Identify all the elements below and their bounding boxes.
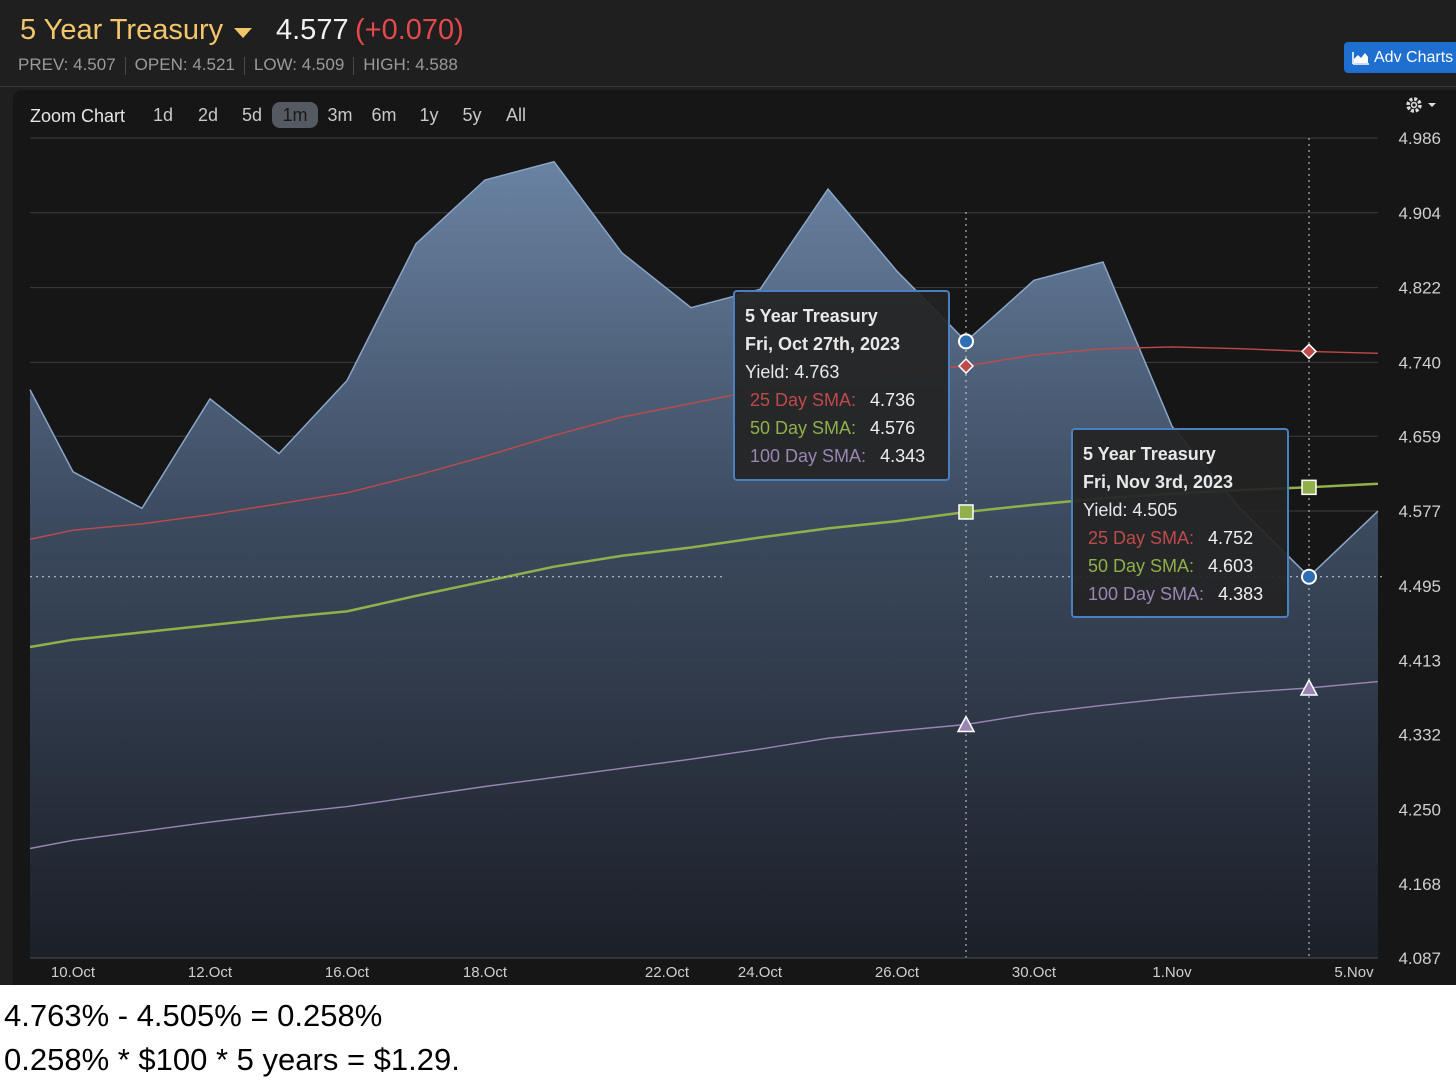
settings-gear-icon[interactable] bbox=[1404, 94, 1440, 116]
high-value: 4.588 bbox=[415, 55, 458, 74]
current-price: 4.577 bbox=[276, 14, 349, 46]
yield-marker bbox=[1301, 568, 1317, 585]
sma50-value: 4.603 bbox=[1208, 556, 1254, 576]
x-tick-label: 30.Oct bbox=[1012, 964, 1057, 981]
tooltip-nov-3: 5 Year Treasury Fri, Nov 3rd, 2023 Yield… bbox=[1071, 428, 1289, 618]
low-label: LOW: bbox=[253, 55, 297, 74]
sma25-marker bbox=[957, 357, 975, 375]
tooltip-title: 5 Year Treasury bbox=[1083, 444, 1216, 464]
area-chart-icon bbox=[1352, 52, 1369, 65]
sma100-marker bbox=[1299, 678, 1319, 696]
sma100-value: 4.383 bbox=[1218, 584, 1264, 604]
sma100-label: 100 Day SMA: bbox=[1088, 584, 1205, 604]
x-tick-label: 16.Oct bbox=[325, 964, 370, 981]
zoom-3m-button[interactable]: 3m bbox=[327, 105, 353, 125]
sma100-marker bbox=[956, 714, 976, 733]
chart-svg[interactable]: 10.Oct 12.Oct 16.Oct 18.Oct 22.Oct 24.Oct 26.O… bbox=[0, 0, 1456, 985]
zoom-1m-button[interactable]: 1m bbox=[272, 102, 318, 128]
tooltip-sma100-row: 100 Day SMA: 4.343 bbox=[745, 442, 938, 470]
y-tick-label: 4.413 bbox=[1398, 652, 1441, 671]
y-tick-label: 4.332 bbox=[1398, 726, 1441, 745]
y-tick-label: 4.659 bbox=[1398, 427, 1441, 446]
yield-line bbox=[29, 160, 1379, 578]
y-tick-label: 4.904 bbox=[1398, 204, 1441, 223]
y-tick-label: 4.986 bbox=[1398, 129, 1441, 148]
instrument-name[interactable]: 5 Year Treasury bbox=[20, 14, 224, 46]
tooltip-yield-row: Yield: 4.763 bbox=[745, 358, 938, 386]
y-tick-label: 4.087 bbox=[1398, 949, 1441, 968]
caption-line-2: 0.258% * $100 * 5 years = $1.29. bbox=[4, 1042, 460, 1077]
y-tick-label: 4.495 bbox=[1398, 577, 1441, 596]
x-tick-label: 5.Nov bbox=[1334, 964, 1374, 981]
zoom-1d-button[interactable]: 1d bbox=[152, 105, 174, 125]
yield-area bbox=[30, 161, 1378, 958]
sma50-label: 50 Day SMA: bbox=[750, 418, 857, 438]
yield-value: 4.505 bbox=[1132, 500, 1178, 520]
zoom-6m-button[interactable]: 6m bbox=[371, 105, 397, 125]
x-tick-label: 24.Oct bbox=[738, 964, 783, 981]
tooltip-title: 5 Year Treasury bbox=[745, 306, 878, 326]
high-label: HIGH: bbox=[363, 55, 411, 74]
tooltip-date: Fri, Oct 27th, 2023 bbox=[745, 334, 901, 354]
zoom-label: Zoom Chart bbox=[30, 106, 126, 126]
sma100-line bbox=[29, 680, 1379, 850]
quote-header: 5 Year Treasury 4.577 (+0.070) PREV: 4.5… bbox=[0, 0, 1456, 87]
sma25-marker bbox=[1300, 343, 1318, 360]
zoom-5y-button[interactable]: 5y bbox=[462, 105, 482, 125]
zoom-5d-button[interactable]: 5d bbox=[241, 105, 263, 125]
x-tick-label: 1.Nov bbox=[1152, 964, 1192, 981]
open-value: 4.521 bbox=[192, 55, 235, 74]
y-tick-label: 4.822 bbox=[1398, 279, 1441, 298]
zoom-2d-button[interactable]: 2d bbox=[197, 105, 219, 125]
adv-charts-label: Adv Charts bbox=[1374, 49, 1454, 66]
tooltip-sma25-row: 25 Day SMA: 4.736 bbox=[745, 386, 938, 414]
sma25-value: 4.736 bbox=[870, 390, 916, 410]
sma25-value: 4.752 bbox=[1208, 528, 1254, 548]
tooltip-yield-row: Yield: 4.505 bbox=[1083, 496, 1277, 524]
y-tick-label: 4.168 bbox=[1398, 875, 1441, 894]
sma100-value: 4.343 bbox=[880, 446, 926, 466]
x-tick-label: 12.Oct bbox=[188, 964, 233, 981]
quote-stats: PREV: 4.507 OPEN: 4.521 LOW: 4.509 HIGH: 4.… bbox=[18, 55, 458, 75]
sma50-marker bbox=[958, 504, 974, 520]
caption-line-1: 4.763% - 4.505% = 0.258% bbox=[4, 998, 383, 1033]
yield-marker bbox=[958, 333, 974, 350]
zoom-all-button[interactable]: All bbox=[505, 105, 526, 125]
tooltip-sma50-row: 50 Day SMA: 4.603 bbox=[1083, 552, 1277, 580]
sma100-label: 100 Day SMA: bbox=[750, 446, 867, 466]
yield-value: 4.763 bbox=[794, 362, 840, 382]
x-tick-label: 10.Oct bbox=[51, 964, 96, 981]
y-tick-label: 4.740 bbox=[1398, 353, 1441, 372]
instrument-dropdown-icon[interactable] bbox=[234, 28, 252, 38]
tooltip-sma25-row: 25 Day SMA: 4.752 bbox=[1083, 524, 1277, 552]
sma50-value: 4.576 bbox=[870, 418, 916, 438]
x-tick-label: 18.Oct bbox=[463, 964, 508, 981]
sma50-marker bbox=[1301, 479, 1317, 496]
y-tick-label: 4.250 bbox=[1398, 800, 1441, 819]
sma25-line bbox=[29, 346, 1379, 540]
y-tick-label: 4.577 bbox=[1398, 502, 1441, 521]
open-label: OPEN: bbox=[134, 55, 188, 74]
tooltip-oct-27: 5 Year Treasury Fri, Oct 27th, 2023 Yiel… bbox=[733, 290, 950, 481]
yield-label: Yield: bbox=[745, 362, 790, 382]
x-tick-label: 26.Oct bbox=[875, 964, 920, 981]
price-change: (+0.070) bbox=[355, 14, 464, 46]
calculation-caption: 4.763% - 4.505% = 0.258% 0.258% * $100 *… bbox=[4, 994, 460, 1082]
yield-label: Yield: bbox=[1083, 500, 1128, 520]
x-tick-label: 22.Oct bbox=[645, 964, 690, 981]
sma50-label: 50 Day SMA: bbox=[1088, 556, 1195, 576]
prev-value: 4.507 bbox=[73, 55, 116, 74]
tooltip-sma50-row: 50 Day SMA: 4.576 bbox=[745, 414, 938, 442]
tooltip-date: Fri, Nov 3rd, 2023 bbox=[1083, 472, 1234, 492]
sma25-label: 25 Day SMA: bbox=[750, 390, 857, 410]
tooltip-sma100-row: 100 Day SMA: 4.383 bbox=[1083, 580, 1277, 608]
prev-label: PREV: bbox=[18, 55, 69, 74]
sma25-label: 25 Day SMA: bbox=[1088, 528, 1195, 548]
adv-charts-button[interactable]: Adv Charts bbox=[1344, 42, 1456, 73]
zoom-1y-button[interactable]: 1y bbox=[419, 105, 439, 125]
low-value: 4.509 bbox=[301, 55, 345, 74]
